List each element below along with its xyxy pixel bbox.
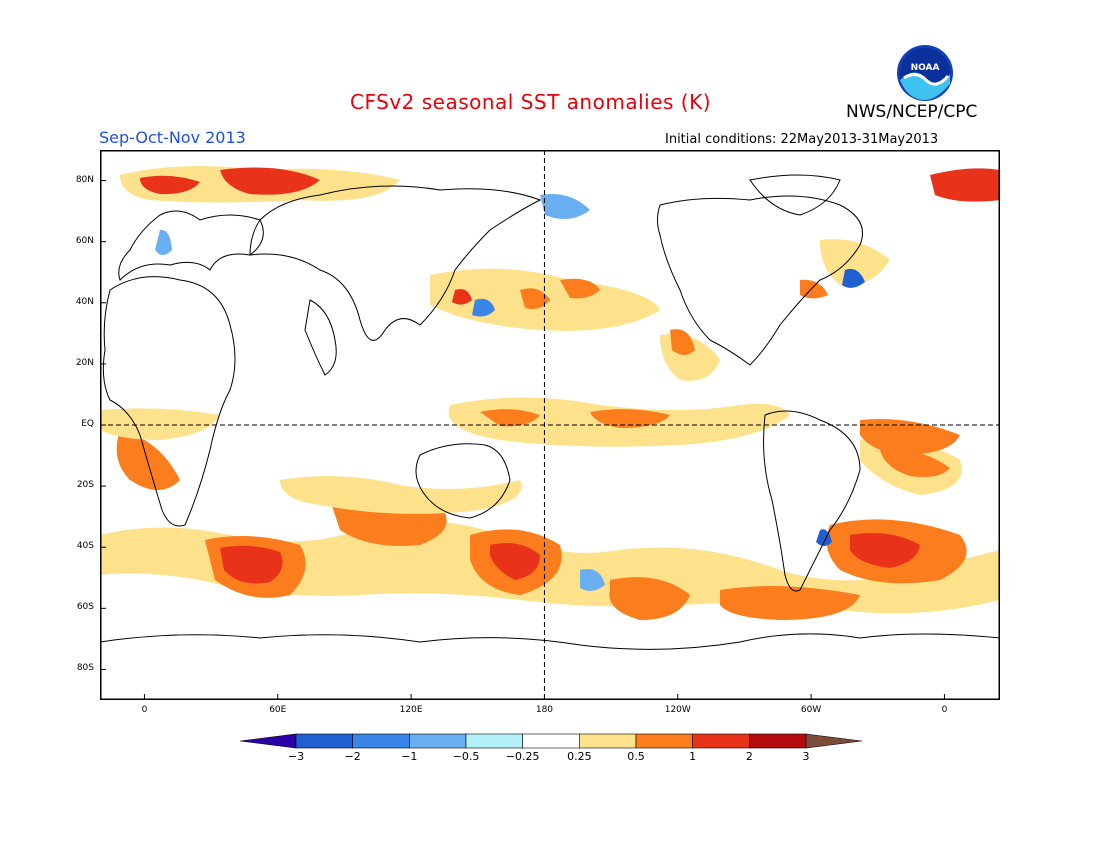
colorbar-label: −0.25 bbox=[505, 750, 540, 763]
colorbar-label: −2 bbox=[344, 750, 361, 763]
colorbar-label: 2 bbox=[745, 750, 753, 763]
colorbar-cell bbox=[465, 733, 523, 749]
anomaly-shading bbox=[100, 166, 1000, 620]
lat-tick-label: 80S bbox=[76, 663, 94, 674]
initial-conditions-label: Initial conditions: 22May2013-31May2013 bbox=[665, 132, 939, 147]
lat-tick-label: 80N bbox=[75, 174, 94, 185]
lat-tick-label: 40S bbox=[76, 541, 94, 552]
colorbar-max-arrow bbox=[805, 733, 862, 749]
colorbar-label: 0.5 bbox=[627, 750, 645, 763]
agency-label: NWS/NCEP/CPC bbox=[846, 102, 978, 122]
lat-tick-label: 40N bbox=[75, 296, 94, 307]
lon-tick-label: 0 bbox=[141, 705, 148, 715]
chart-title: CFSv2 seasonal SST anomalies (K) bbox=[350, 90, 711, 114]
colorbar bbox=[240, 733, 862, 749]
colorbar-cell bbox=[352, 733, 410, 749]
colorbar-cell bbox=[692, 733, 750, 749]
lon-tick-label: 60W bbox=[800, 705, 822, 715]
colorbar-label: 0.25 bbox=[567, 750, 592, 763]
colorbar-label: 3 bbox=[802, 750, 810, 763]
colorbar-cell bbox=[295, 733, 353, 749]
lat-tick-label: 60S bbox=[76, 602, 94, 613]
lon-tick-label: 180 bbox=[535, 705, 554, 715]
season-label: Sep-Oct-Nov 2013 bbox=[99, 128, 246, 147]
lat-tick-label: 60N bbox=[75, 235, 94, 246]
logo-text: NOAA bbox=[911, 63, 940, 73]
colorbar-cell bbox=[522, 733, 580, 749]
colorbar-cell bbox=[635, 733, 693, 749]
colorbar-cell bbox=[749, 733, 807, 749]
lat-tick-label: 20S bbox=[76, 480, 94, 491]
lon-tick-label: 120W bbox=[664, 705, 691, 715]
lon-tick-label: 60E bbox=[269, 705, 287, 715]
colorbar-cell bbox=[409, 733, 467, 749]
colorbar-label: −3 bbox=[287, 750, 305, 763]
sst-anomaly-map bbox=[100, 150, 1000, 700]
colorbar-cell bbox=[579, 733, 637, 749]
lat-tick-label: EQ bbox=[81, 419, 94, 429]
lat-tick-label: 20N bbox=[75, 357, 94, 368]
lon-tick-label: 120E bbox=[399, 705, 423, 715]
noaa-logo: NOAA bbox=[897, 45, 953, 101]
colorbar-min-arrow bbox=[240, 733, 297, 749]
coastlines bbox=[100, 174, 1000, 650]
colorbar-label: 1 bbox=[689, 750, 697, 763]
colorbar-label: −0.5 bbox=[452, 750, 480, 763]
colorbar-label: −1 bbox=[401, 750, 418, 763]
lon-tick-label: 0 bbox=[941, 705, 948, 715]
